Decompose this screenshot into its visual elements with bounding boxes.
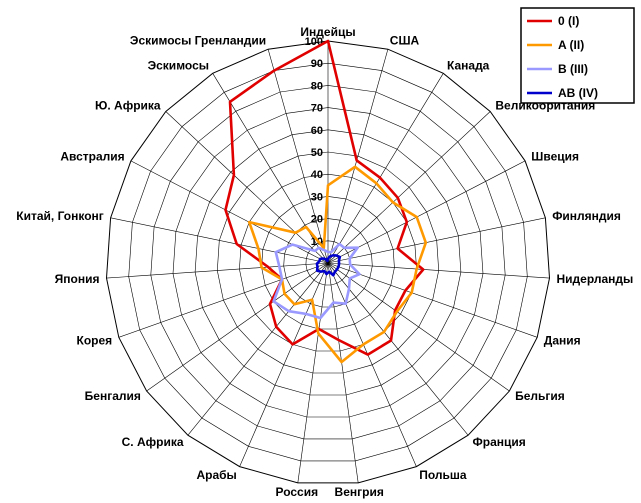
grid-ring	[305, 240, 351, 286]
legend-box	[520, 7, 635, 104]
spoke	[130, 160, 329, 264]
category-label: Эскимосы	[148, 59, 209, 73]
category-label: Нидерланды	[557, 272, 634, 286]
spoke	[327, 73, 444, 264]
category-label: Индейцы	[300, 25, 355, 39]
grid-ring	[216, 151, 440, 374]
category-label: С. Африка	[122, 435, 184, 449]
category-label: Корея	[77, 333, 113, 347]
spoke	[327, 160, 526, 264]
spoke	[327, 49, 389, 264]
category-label: США	[390, 34, 420, 48]
category-label: Япония	[55, 272, 100, 286]
tick-label: 40	[311, 169, 323, 181]
category-label: Ю. Африка	[95, 98, 161, 112]
spoke	[165, 111, 329, 264]
category-label: Бенгалия	[85, 389, 141, 403]
legend-label: A (II)	[558, 38, 584, 52]
spoke	[327, 217, 546, 264]
radar-spokes	[106, 41, 550, 483]
spoke	[106, 262, 329, 279]
series-line	[315, 254, 342, 277]
category-labels: ИндейцыСШАКанадаВеликобританияШвецияФинл…	[16, 25, 633, 499]
spoke	[187, 262, 329, 436]
spoke	[239, 262, 329, 467]
spoke	[297, 262, 329, 483]
category-label: Финляндия	[552, 209, 621, 223]
tick-label: 70	[311, 103, 323, 115]
tick-label: 20	[311, 214, 323, 226]
category-label: Арабы	[196, 468, 236, 482]
category-label: Эскимосы Гренландии	[130, 34, 266, 48]
category-label: Россия	[275, 485, 318, 499]
spoke	[146, 262, 329, 392]
spoke	[327, 262, 510, 392]
grid-ring	[105, 40, 551, 484]
spoke	[118, 262, 329, 338]
tick-label: 30	[311, 191, 323, 203]
spoke	[327, 262, 538, 338]
legend-label: AB (IV)	[558, 86, 598, 100]
radar-grid	[105, 40, 551, 484]
data-series	[224, 39, 428, 364]
category-label: Дания	[544, 333, 581, 347]
tick-label: 60	[311, 125, 323, 137]
legend: 0 (I) A (II) B (III) AB (IV)	[520, 7, 635, 104]
spoke	[327, 262, 469, 436]
category-label: Польша	[419, 468, 467, 482]
category-label: Венгрия	[335, 485, 384, 499]
tick-label: 90	[311, 58, 323, 70]
series-line	[224, 39, 425, 356]
grid-ring	[261, 196, 395, 330]
grid-ring	[172, 107, 484, 418]
grid-ring	[194, 129, 462, 396]
legend-label: B (III)	[558, 62, 588, 76]
tick-label: 80	[311, 80, 323, 92]
spoke	[327, 262, 359, 483]
category-label: Бельгия	[515, 389, 565, 403]
category-label: Китай, Гонконг	[16, 209, 104, 223]
category-label: Австралия	[60, 150, 124, 164]
tick-label: 50	[311, 147, 323, 159]
spoke	[327, 262, 550, 279]
spoke	[110, 217, 329, 264]
legend-label: 0 (I)	[558, 14, 579, 28]
spoke	[327, 262, 417, 467]
category-label: Канада	[447, 59, 490, 73]
grid-ring	[150, 85, 506, 440]
category-label: Франция	[473, 435, 526, 449]
series-line	[272, 242, 361, 320]
category-label: Швеция	[531, 150, 579, 164]
spoke	[327, 111, 491, 264]
spoke	[267, 49, 329, 264]
grid-ring	[128, 62, 528, 462]
series-line	[247, 165, 428, 364]
